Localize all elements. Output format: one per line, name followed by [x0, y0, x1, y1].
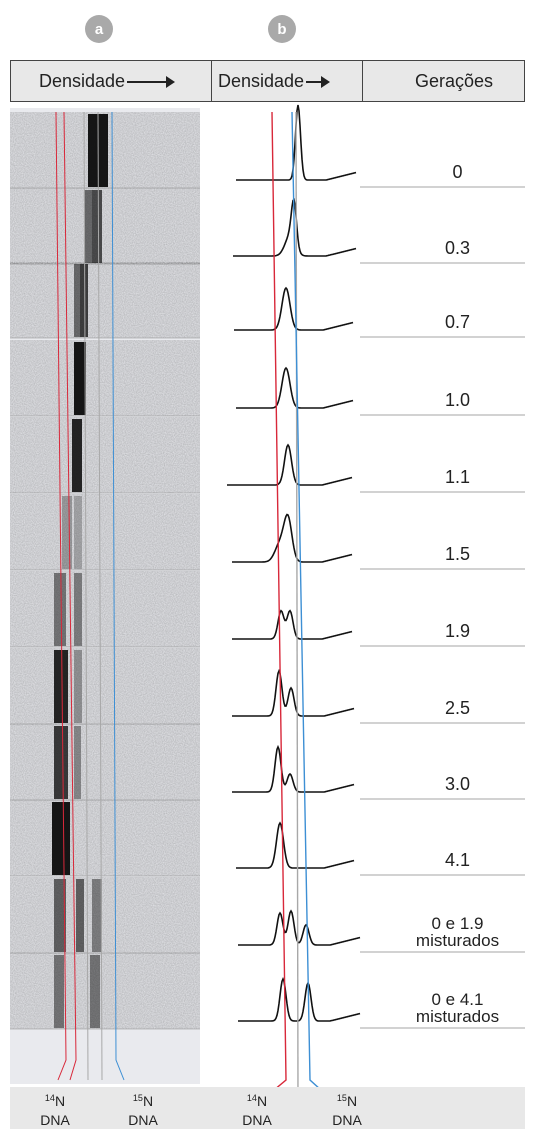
gel-band [54, 726, 68, 799]
hybrid-profile-line [295, 111, 299, 1101]
header-divider [211, 61, 212, 101]
n14-profile-line [261, 111, 287, 1101]
gel-band [74, 342, 86, 415]
generation-value: 1.9 [444, 621, 471, 641]
density-profile-curve [232, 513, 353, 563]
generation-value: 1.5 [444, 544, 471, 564]
footer-bar: 14N DNA 15N DNA 14N DNA 15N DNA [10, 1087, 525, 1129]
density-label-b: Densidade [218, 71, 331, 92]
gel-band [84, 190, 102, 263]
hybrid-reference-line [83, 111, 89, 1081]
n14-reference-line [63, 111, 77, 1081]
generation-value: 1.0 [444, 390, 471, 410]
gel-band [54, 879, 66, 952]
n14-dna-label-a: 14N DNA [40, 1093, 70, 1128]
density-profile-curve [234, 286, 354, 331]
density-profile-curve [232, 609, 353, 640]
n14-dna-label-b: 14N DNA [242, 1093, 272, 1128]
gel-band [72, 419, 82, 492]
generation-label: 0 e 1.9 misturados [390, 915, 525, 949]
generation-label: 3.0 [390, 774, 525, 794]
gel-band [74, 496, 82, 569]
panel-a-badge: a [85, 15, 113, 43]
gel-band [74, 650, 82, 723]
gel-band [74, 573, 82, 646]
generation-label: 0 e 4.1 misturados [390, 991, 525, 1025]
column-header: Densidade Densidade Gerações [10, 60, 525, 102]
generation-value: 0 [452, 162, 463, 182]
generation-note: misturados [415, 1007, 500, 1026]
arrow-right-icon [127, 76, 176, 89]
generation-label: 1.5 [390, 544, 525, 564]
n15-dna-label-a: 15N DNA [128, 1093, 158, 1128]
generation-label: 0.3 [390, 238, 525, 258]
generation-value: 1.1 [444, 467, 471, 487]
density-profile-curve [232, 668, 355, 717]
density-profile-curve [227, 443, 353, 486]
generation-value: 0.3 [444, 238, 471, 258]
density-profile-curve [238, 976, 361, 1022]
gel-lane-row [10, 648, 200, 724]
gel-lane-row [10, 262, 200, 338]
generation-value: 4.1 [444, 850, 471, 870]
generation-label: 0 [390, 162, 525, 182]
generation-label: 2.5 [390, 698, 525, 718]
density-profile-curve [238, 909, 361, 946]
generation-value: 0 e 1.9 [431, 914, 484, 933]
density-label-a: Densidade [39, 71, 176, 92]
generation-value: 0.7 [444, 312, 471, 332]
gel-lane-row [10, 340, 200, 416]
gel-lane-row [10, 877, 200, 953]
gel-band [76, 879, 84, 952]
header-divider [362, 61, 363, 101]
panel-b-badge: b [268, 15, 296, 43]
gel-band [74, 726, 81, 799]
gel-band [54, 955, 64, 1028]
n15-dna-label-b: 15N DNA [332, 1093, 362, 1128]
generation-label: 1.9 [390, 621, 525, 641]
n14-reference-line [55, 111, 67, 1081]
gel-lane-row [10, 724, 200, 800]
generation-label: 1.0 [390, 390, 525, 410]
gel-lane-row [10, 417, 200, 493]
generation-note: misturados [415, 931, 500, 950]
generations-label: Gerações [415, 71, 494, 91]
hybrid-reference-line [97, 111, 103, 1081]
density-profile-curve [236, 821, 355, 869]
generation-value: 0 e 4.1 [431, 990, 484, 1009]
arrow-right-icon [306, 76, 331, 89]
generation-value: 2.5 [444, 698, 471, 718]
generation-label: 0.7 [390, 312, 525, 332]
n15-reference-line [111, 111, 125, 1081]
generation-label: 4.1 [390, 850, 525, 870]
gel-band [90, 955, 100, 1028]
generation-value: 3.0 [444, 774, 471, 794]
gel-lane-row [10, 188, 200, 264]
density-profile-curve [233, 197, 357, 257]
gel-band [92, 190, 102, 263]
gel-lane-row [10, 494, 200, 570]
gel-band [92, 879, 102, 952]
gel-band [54, 650, 68, 723]
density-profile-curve [232, 744, 355, 793]
gel-lane-row [10, 571, 200, 647]
gel-band [52, 802, 70, 875]
gel-band [54, 573, 66, 646]
gel-lane-row [10, 800, 200, 876]
generation-label: 1.1 [390, 467, 525, 487]
gel-lane-row [10, 953, 200, 1029]
gel-band [80, 264, 88, 337]
density-profile-curve [236, 366, 354, 409]
gel-band [62, 496, 72, 569]
